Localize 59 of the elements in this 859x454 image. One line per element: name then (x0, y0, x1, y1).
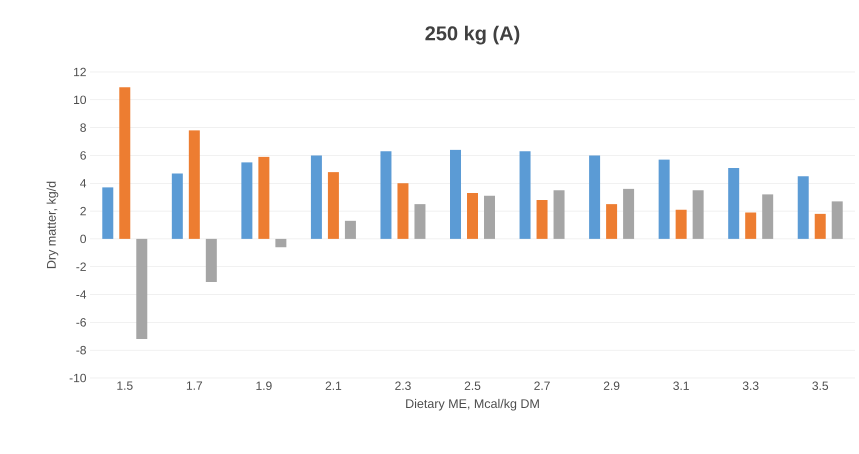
bar (328, 172, 339, 239)
x-axis-title: Dietary ME, Mcal/kg DM (406, 398, 539, 411)
bar (258, 156, 270, 239)
bar (536, 200, 548, 239)
x-tick-label: 2.9 (604, 382, 620, 390)
bar (206, 238, 217, 282)
x-tick-label: 2.1 (326, 382, 342, 390)
y-tick-label: 6 (80, 151, 86, 160)
y-tick-label: 10 (74, 96, 86, 104)
bar (414, 204, 426, 239)
bar (136, 238, 148, 340)
x-tick-label: 3.5 (812, 382, 828, 390)
bar (467, 192, 478, 239)
bar (798, 176, 809, 239)
bar (397, 183, 408, 239)
y-tick-label: 8 (80, 123, 86, 132)
bar (450, 150, 462, 239)
y-tick-label: 2 (80, 206, 86, 216)
bar (520, 151, 531, 239)
bar (814, 214, 826, 239)
bar (380, 151, 392, 239)
y-tick-label: 12 (74, 68, 86, 76)
y-tick-label: -6 (76, 318, 86, 327)
bar (172, 174, 183, 239)
bar (102, 187, 114, 239)
x-tick-label: 1.5 (117, 382, 133, 390)
bar (745, 212, 756, 239)
bar (275, 238, 286, 248)
chart-title: 250 kg (A) (425, 26, 520, 44)
y-tick-label: -10 (70, 374, 86, 382)
x-tick-label: 3.1 (673, 382, 689, 390)
x-tick-label: 2.7 (534, 382, 550, 390)
y-tick-label: -2 (76, 262, 86, 271)
y-tick-label: 0 (80, 234, 86, 244)
bar (554, 190, 565, 239)
bar (344, 220, 356, 239)
bar (762, 194, 774, 239)
x-tick-label: 2.3 (395, 382, 411, 390)
bar (188, 130, 200, 239)
bar (241, 162, 252, 239)
y-tick-label: -8 (76, 346, 86, 354)
x-tick-label: 1.7 (186, 382, 202, 390)
bar (589, 155, 600, 239)
bar (658, 160, 670, 239)
bar (728, 168, 740, 239)
bar (623, 188, 634, 239)
bar (310, 155, 322, 239)
bar (676, 210, 687, 239)
x-tick-label: 3.3 (742, 382, 758, 390)
bar (119, 87, 130, 239)
y-tick-label: 4 (80, 179, 86, 188)
y-axis-title: Dry matter, kg/d (46, 182, 58, 268)
bar (484, 196, 496, 239)
bar (692, 190, 704, 239)
y-tick-label: -4 (76, 290, 86, 299)
bar (606, 204, 618, 239)
x-tick-label: 1.9 (256, 382, 272, 390)
bar (832, 201, 843, 239)
x-tick-label: 2.5 (464, 382, 480, 390)
